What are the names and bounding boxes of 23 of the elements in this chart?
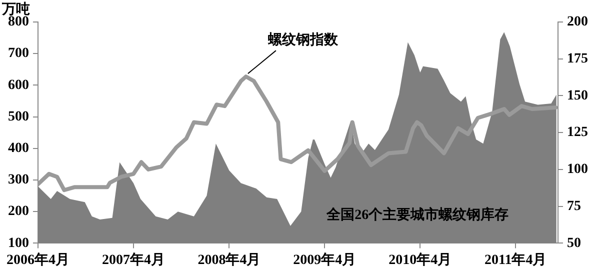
y2-tick-label: 150 [567, 88, 588, 104]
y2-tick-label: 175 [567, 51, 588, 66]
x-tick-label: 2009年4月 [293, 252, 356, 268]
x-tick-label: 2010年4月 [388, 252, 452, 268]
y2-tick-label: 125 [567, 125, 588, 140]
x-tick-label: 2007年4月 [102, 252, 165, 268]
series-label: 全国26个主要城市螺纹钢库存 [326, 206, 509, 223]
y-tick-label: 100 [8, 236, 29, 251]
y-tick-label: 500 [8, 109, 29, 124]
text: 螺纹钢指数 [266, 32, 339, 48]
y-tick-label: 200 [8, 204, 29, 220]
y-tick-label: 400 [8, 141, 29, 156]
y-tick-label: 300 [8, 172, 29, 188]
y2-tick-label: 50 [567, 236, 581, 251]
x-tick-label: 2011年4月 [484, 252, 547, 268]
y2-tick-label: 200 [567, 14, 588, 30]
y2-tick-label: 75 [567, 198, 581, 214]
x-tick-label: 2006年4月 [6, 252, 70, 268]
y-tick-label: 800 [8, 14, 29, 30]
x-tick-label: 2008年4月 [198, 252, 261, 268]
y-tick-label: 600 [8, 78, 29, 93]
y2-tick-label: 100 [567, 162, 588, 178]
y-tick-label: 700 [8, 46, 29, 62]
